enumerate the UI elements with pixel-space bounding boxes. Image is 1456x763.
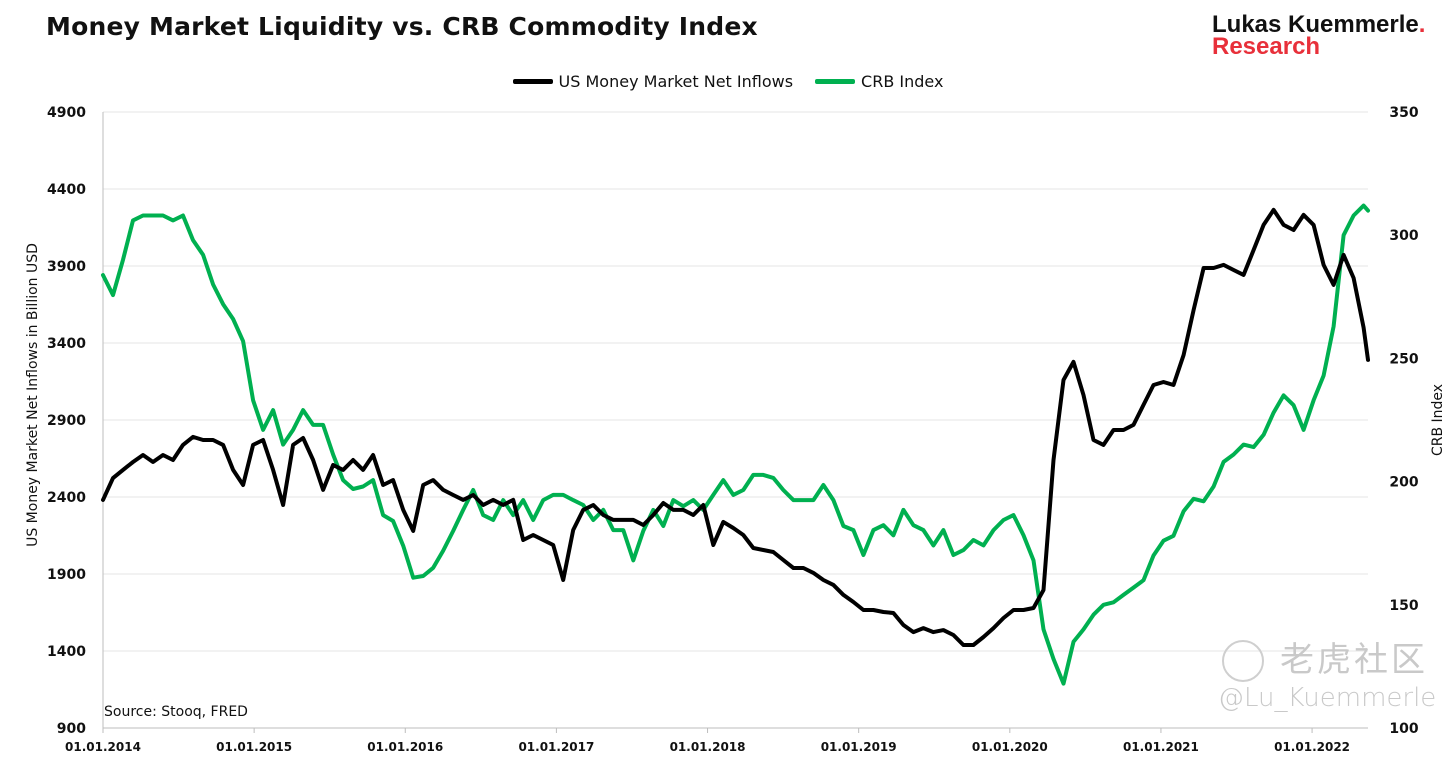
y-tick-label-left: 3400 bbox=[47, 336, 86, 352]
y-tick-label-right: 250 bbox=[1389, 351, 1418, 367]
y-tick-label-left: 4400 bbox=[47, 182, 86, 198]
watermark-text: 老虎社区 bbox=[1280, 640, 1428, 680]
x-tick-label: 01.01.2014 bbox=[65, 740, 141, 754]
series-line-money-market bbox=[101, 207, 1370, 647]
y-axis-label-right: CRB Index bbox=[1430, 384, 1446, 456]
x-tick-label: 01.01.2018 bbox=[670, 740, 746, 754]
x-tick-label: 01.01.2019 bbox=[821, 740, 897, 754]
y-tick-label-left: 1400 bbox=[47, 644, 86, 660]
y-tick-label-left: 900 bbox=[57, 721, 86, 737]
x-tick-label: 01.01.2021 bbox=[1123, 740, 1199, 754]
legend-item-money-market: US Money Market Net Inflows bbox=[512, 72, 794, 91]
x-tick-label: 01.01.2017 bbox=[518, 740, 594, 754]
x-tick-label: 01.01.2022 bbox=[1274, 740, 1350, 754]
legend-label-crb: CRB Index bbox=[861, 72, 944, 91]
y-tick-label-right: 100 bbox=[1389, 721, 1418, 737]
y-tick-label-left: 4900 bbox=[47, 105, 86, 121]
legend-swatch-crb bbox=[815, 79, 856, 84]
y-axis-label-left: US Money Market Net Inflows in Billion U… bbox=[25, 243, 41, 547]
legend-swatch-money-market bbox=[512, 79, 553, 84]
y-tick-label-right: 150 bbox=[1389, 598, 1418, 614]
x-tick-label: 01.01.2016 bbox=[367, 740, 443, 754]
chart-title: Money Market Liquidity vs. CRB Commodity… bbox=[46, 12, 758, 41]
y-tick-label-left: 1900 bbox=[47, 567, 86, 583]
x-tick-label: 01.01.2015 bbox=[216, 740, 292, 754]
y-tick-label-right: 350 bbox=[1389, 105, 1418, 121]
logo-research: Research bbox=[1212, 33, 1321, 60]
y-tick-label-right: 200 bbox=[1389, 475, 1418, 491]
x-tick-label: 01.01.2020 bbox=[972, 740, 1048, 754]
y-tick-label-left: 2900 bbox=[47, 413, 86, 429]
watermark-tiger-icon bbox=[1222, 640, 1264, 682]
brand-logo: Lukas Kuemmerle. Research bbox=[1212, 11, 1426, 60]
logo-dot: . bbox=[1418, 11, 1426, 38]
y-tick-label-right: 300 bbox=[1389, 228, 1418, 244]
legend-item-crb: CRB Index bbox=[815, 72, 943, 91]
source-note: Source: Stooq, FRED bbox=[104, 704, 248, 720]
series-line-crb bbox=[101, 203, 1370, 686]
watermark-handle: @Lu_Kuemmerle bbox=[1218, 683, 1437, 713]
y-tick-label-left: 3900 bbox=[47, 259, 86, 275]
legend-label-money-market: US Money Market Net Inflows bbox=[558, 72, 794, 91]
y-tick-label-left: 2400 bbox=[47, 490, 86, 506]
legend: US Money Market Net Inflows CRB Index bbox=[0, 72, 1456, 91]
logo-name: Lukas Kuemmerle bbox=[1212, 11, 1419, 38]
